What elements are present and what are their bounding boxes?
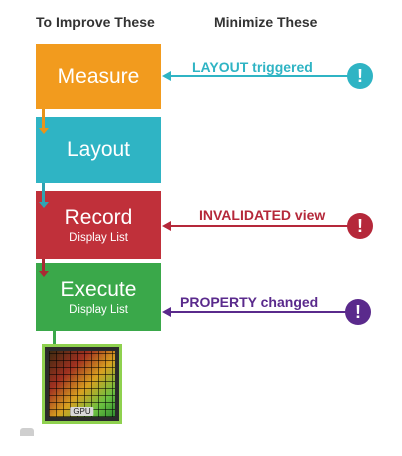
note-layout-triggered: LAYOUT triggered <box>192 59 313 75</box>
note-property-arrow-icon <box>162 307 171 317</box>
note-layout-arrow-icon <box>162 71 171 81</box>
note-invalidated-arrow-icon <box>162 221 171 231</box>
exclamation-icon: ! <box>347 213 373 239</box>
note-invalidated-view: INVALIDATED view <box>199 207 326 223</box>
exclamation-icon: ! <box>345 299 371 325</box>
stage-layout-label: Layout <box>66 138 131 162</box>
gpu-chip-icon: GPU <box>42 344 122 424</box>
connector-record-execute <box>42 259 45 273</box>
header-improve: To Improve These <box>36 14 155 30</box>
android-mascot-icon <box>20 428 34 436</box>
connector-measure-layout-arrow-icon <box>38 128 49 134</box>
gpu-label: GPU <box>70 407 94 416</box>
note-property-line <box>170 311 348 313</box>
connector-record-execute-arrow-icon <box>38 271 49 277</box>
header-minimize: Minimize These <box>214 14 318 30</box>
gpu-core-grid <box>49 351 115 417</box>
note-layout-line <box>170 75 348 77</box>
stage-record-sublabel: Display List <box>69 231 128 244</box>
stage-execute-sublabel: Display List <box>69 303 128 316</box>
stage-execute: Execute Display List <box>36 263 161 331</box>
connector-layout-record <box>42 183 45 205</box>
connector-execute-gpu <box>53 331 56 347</box>
exclamation-icon: ! <box>347 63 373 89</box>
stage-layout: Layout <box>36 117 161 183</box>
stage-measure-label: Measure <box>57 64 140 88</box>
stage-record: Record Display List <box>36 191 161 259</box>
connector-layout-record-arrow-icon <box>38 202 49 208</box>
stage-measure: Measure <box>36 44 161 109</box>
stage-execute-label: Execute <box>60 278 137 302</box>
connector-measure-layout <box>42 109 45 131</box>
stage-record-label: Record <box>64 206 133 230</box>
note-property-changed: PROPERTY changed <box>180 294 319 310</box>
note-invalidated-line <box>170 225 348 227</box>
